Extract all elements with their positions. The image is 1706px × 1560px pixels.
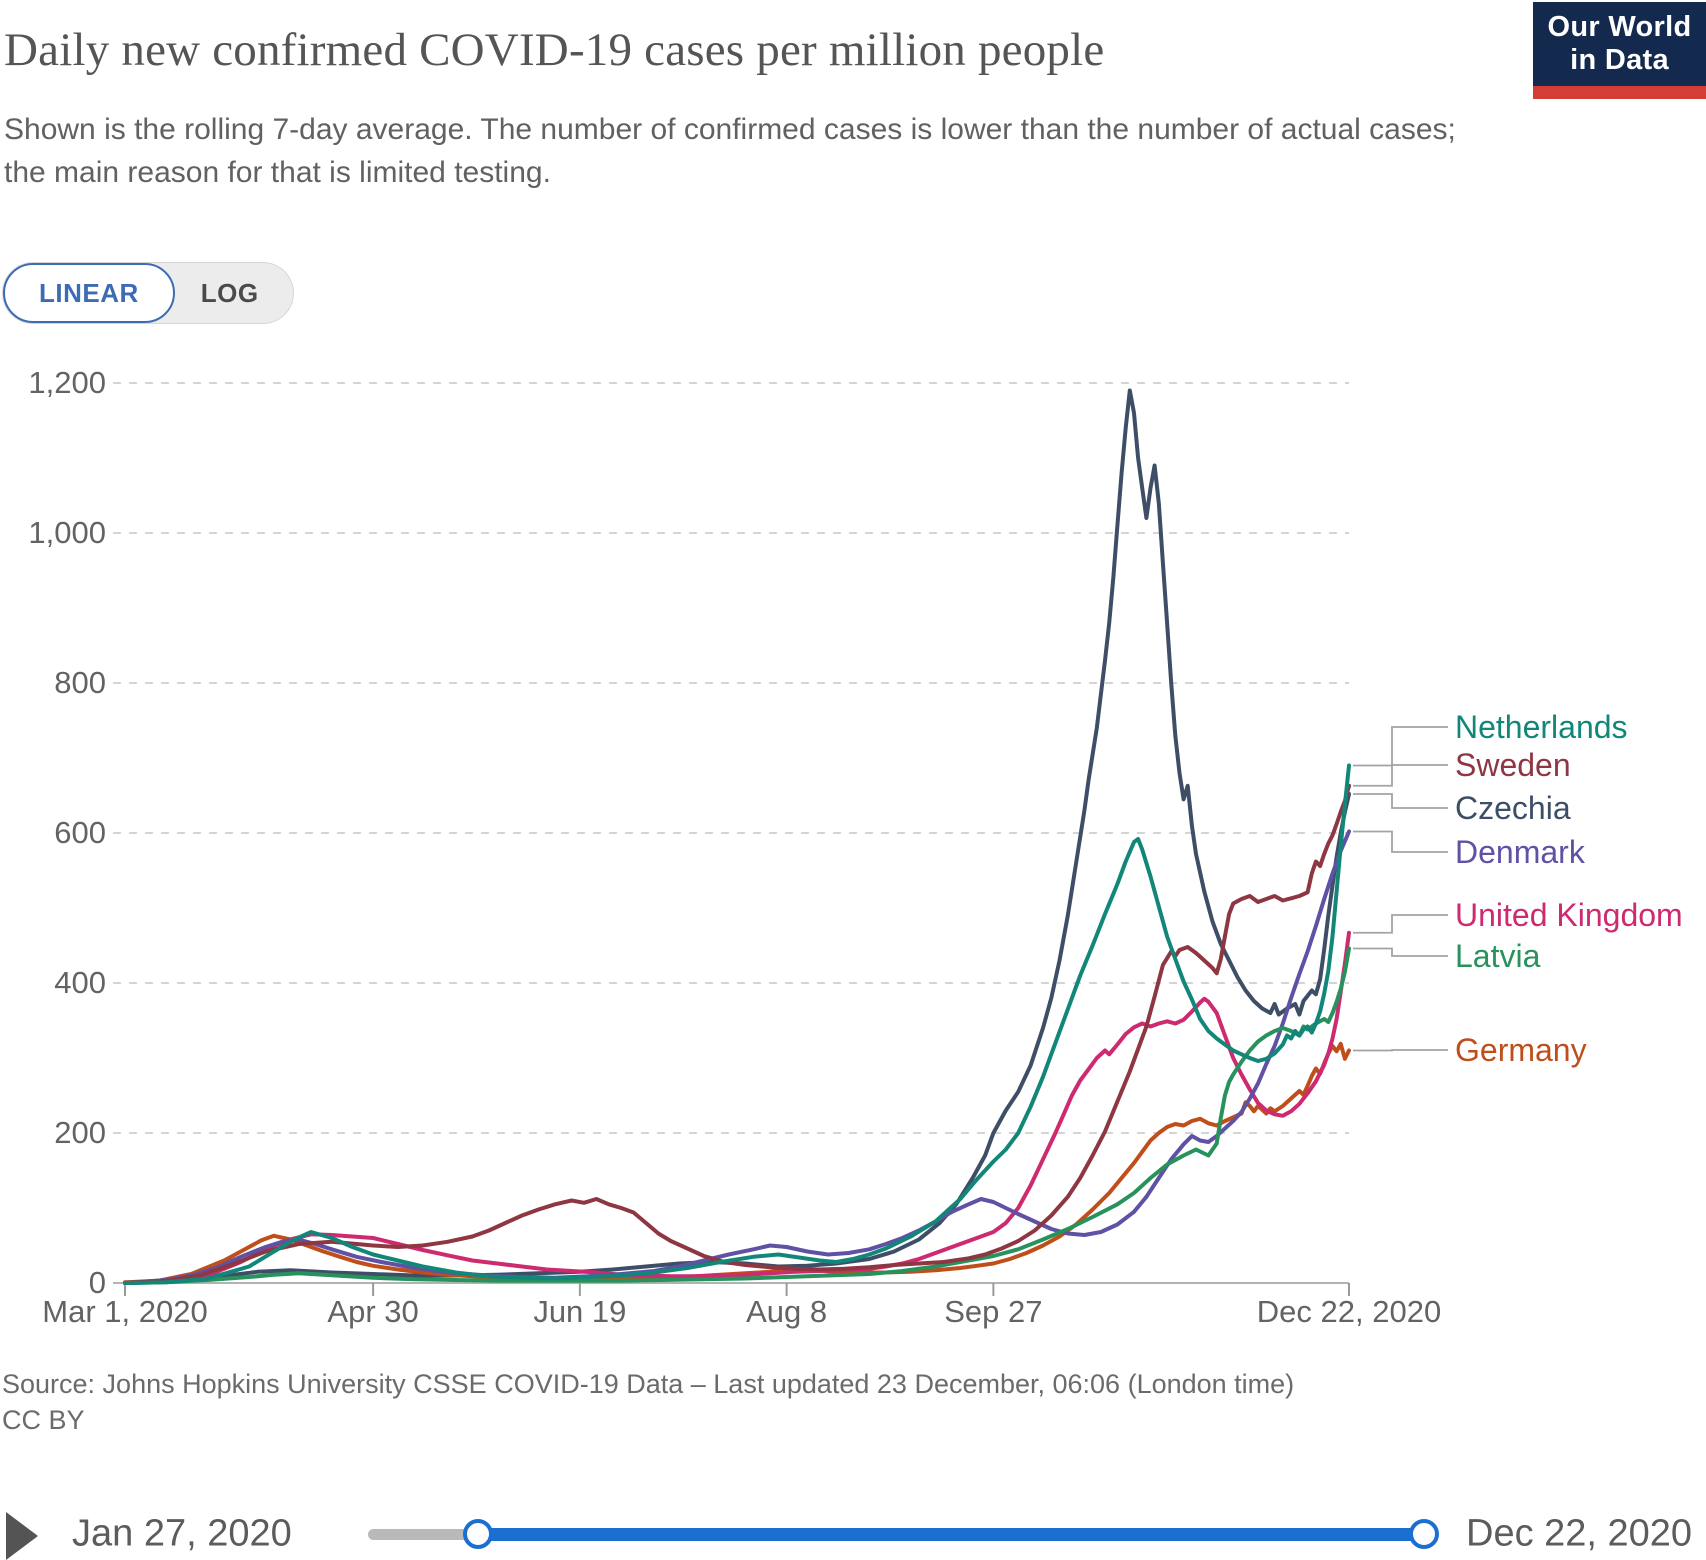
source-note: Source: Johns Hopkins University CSSE CO… bbox=[2, 1366, 1522, 1438]
timeline-track-active[interactable] bbox=[478, 1528, 1424, 1541]
log-button[interactable]: LOG bbox=[200, 277, 259, 308]
legend-leader-czechia bbox=[1353, 793, 1448, 809]
page-title: Daily new confirmed COVID-19 cases per m… bbox=[4, 24, 1105, 77]
owid-logo-box: Our World in Data bbox=[1533, 2, 1706, 86]
legend-label-germany[interactable]: Germany bbox=[1455, 1032, 1587, 1068]
legend-leader-denmark bbox=[1353, 830, 1448, 853]
y-tick-400: 400 bbox=[54, 965, 106, 1000]
legend-leader-sweden bbox=[1353, 764, 1448, 787]
x-tick-label: Aug 8 bbox=[746, 1294, 828, 1329]
y-tick-0: 0 bbox=[88, 1265, 106, 1300]
legend-label-denmark[interactable]: Denmark bbox=[1455, 834, 1585, 870]
y-tick-200: 200 bbox=[54, 1115, 106, 1150]
timeline-handle-start[interactable] bbox=[463, 1519, 493, 1549]
owid-logo[interactable]: Our World in Data bbox=[1533, 2, 1706, 99]
series-line-germany[interactable] bbox=[123, 1041, 1351, 1285]
series-line-denmark[interactable] bbox=[123, 829, 1351, 1285]
legend-label-netherlands[interactable]: Netherlands bbox=[1455, 709, 1628, 745]
series-line-netherlands[interactable] bbox=[123, 763, 1351, 1285]
series-line-united-kingdom[interactable] bbox=[123, 930, 1351, 1285]
scale-toggle: LINEAR LOG bbox=[3, 263, 293, 323]
series-line-czechia[interactable] bbox=[123, 388, 1351, 1285]
legend-label-sweden[interactable]: Sweden bbox=[1455, 747, 1571, 783]
y-tick-1200: 1,200 bbox=[28, 365, 106, 400]
owid-logo-line1: Our World bbox=[1547, 11, 1692, 43]
x-tick-label: Apr 30 bbox=[327, 1294, 419, 1329]
source-text: Source: Johns Hopkins University CSSE CO… bbox=[2, 1369, 1295, 1399]
legend-leader-germany bbox=[1353, 1049, 1448, 1052]
timeline-end-date: Dec 22, 2020 bbox=[1466, 1512, 1693, 1555]
timeline-start-date: Jan 27, 2020 bbox=[72, 1512, 292, 1555]
series-line-sweden[interactable] bbox=[123, 783, 1351, 1285]
y-tick-600: 600 bbox=[54, 815, 106, 850]
y-tick-800: 800 bbox=[54, 665, 106, 700]
play-icon[interactable] bbox=[6, 1512, 38, 1560]
x-tick-label: Dec 22, 2020 bbox=[1256, 1294, 1442, 1329]
chart-subtitle: Shown is the rolling 7-day average. The … bbox=[4, 113, 1456, 189]
owid-logo-line2: in Data bbox=[1570, 44, 1669, 76]
legend-label-united-kingdom[interactable]: United Kingdom bbox=[1455, 897, 1683, 933]
x-tick-label: Sep 27 bbox=[944, 1294, 1043, 1329]
y-tick-1000: 1,000 bbox=[28, 515, 106, 550]
owid-logo-red-bar bbox=[1533, 86, 1706, 99]
legend-label-czechia[interactable]: Czechia bbox=[1455, 790, 1571, 826]
x-tick-label: Mar 1, 2020 bbox=[42, 1294, 208, 1329]
timeline-handle-end[interactable] bbox=[1409, 1519, 1439, 1549]
legend-leader-netherlands bbox=[1353, 726, 1448, 767]
legend-leader-latvia bbox=[1353, 947, 1448, 957]
x-tick-label: Jun 19 bbox=[533, 1294, 627, 1329]
legend-leader-united-kingdom bbox=[1353, 914, 1448, 934]
legend-label-latvia[interactable]: Latvia bbox=[1455, 938, 1541, 974]
linear-button[interactable]: LINEAR bbox=[3, 263, 175, 323]
license-link[interactable]: CC BY bbox=[2, 1405, 85, 1435]
